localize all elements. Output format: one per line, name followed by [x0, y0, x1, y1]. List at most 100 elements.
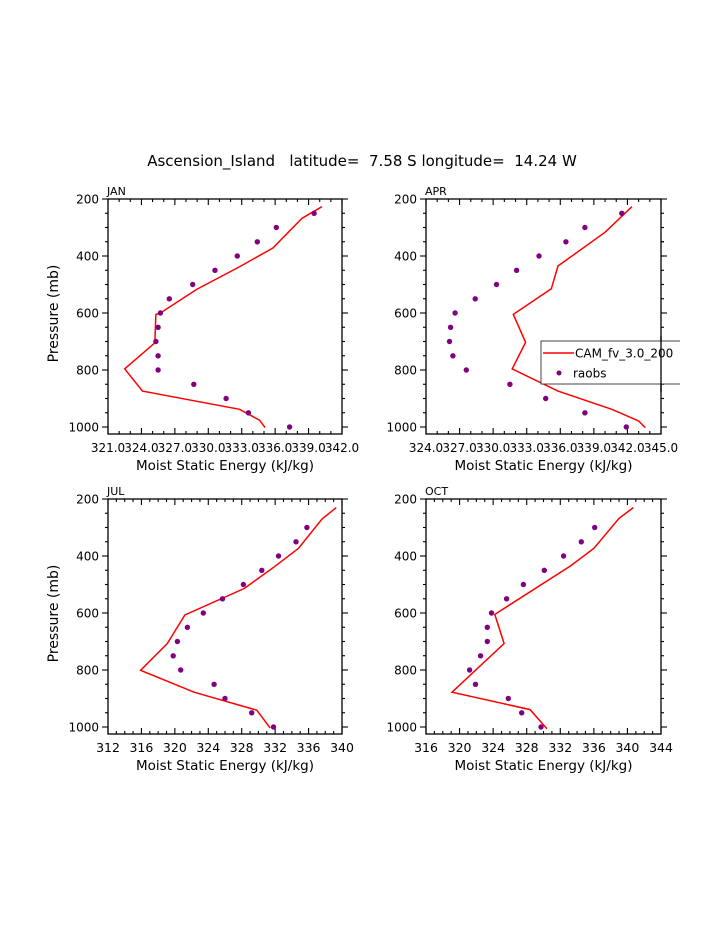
raobs-point [472, 296, 478, 302]
x-tick-label: 339.0 [577, 441, 611, 455]
raobs-point [582, 224, 588, 231]
panel-label: OCT [425, 485, 448, 498]
raobs-point [513, 267, 520, 273]
x-tick-label: 345.0 [644, 441, 678, 455]
y-tick-label: 600 [76, 607, 99, 621]
y-axis-label: Pressure (mb) [46, 265, 62, 363]
legend-box [540, 340, 680, 385]
raobs-point [157, 310, 164, 316]
x-tick-label: 316 [129, 740, 153, 755]
raobs-point [240, 581, 247, 588]
raobs-point [582, 410, 588, 416]
raobs-point [477, 653, 484, 659]
plot-frame [425, 198, 662, 435]
y-tick-label: 200 [394, 493, 417, 507]
y-tick-label: 600 [394, 607, 417, 621]
panel-label: JAN [106, 185, 126, 198]
x-tick-label: 324.0 [124, 441, 158, 455]
raobs-point [155, 324, 161, 330]
y-tick-label: 600 [76, 307, 99, 321]
y-tick-label: 200 [394, 193, 417, 207]
legend-marker-swatch [556, 370, 562, 376]
y-tick-label: 1000 [68, 421, 99, 435]
raobs-point [222, 695, 228, 702]
legend-label-model: CAM_fv_3.0_200 [575, 347, 673, 361]
y-tick-label: 800 [76, 364, 99, 378]
x-tick-label: 340 [330, 740, 354, 755]
series-line-model [511, 206, 646, 429]
raobs-point [273, 224, 279, 231]
y-tick-label: 400 [394, 550, 417, 564]
raobs-point [166, 296, 172, 302]
raobs-point [536, 253, 542, 259]
raobs-point [234, 253, 240, 259]
plot-frame [425, 498, 662, 735]
panel-oct: OCT 200 400 600 800 1000 316 320 324 328 332 336 340… [386, 485, 673, 774]
raobs-point [153, 338, 159, 345]
figure-title: Ascension_Island latitude= 7.58 S longit… [147, 152, 577, 171]
raobs-point [560, 553, 567, 559]
plot-frame [107, 198, 343, 435]
raobs-point [170, 653, 176, 659]
series-line-model [450, 507, 634, 730]
raobs-point [466, 667, 473, 673]
x-tick-label: 336 [297, 740, 321, 755]
raobs-point [578, 539, 584, 545]
y-tick-label: 400 [76, 550, 99, 564]
raobs-point [293, 539, 299, 545]
y-tick-label: 800 [394, 364, 417, 378]
raobs-point [249, 710, 255, 716]
y-tick-label: 600 [394, 307, 417, 321]
raobs-point [190, 281, 196, 288]
raobs-point [619, 210, 625, 216]
raobs-point [447, 324, 454, 330]
raobs-point [472, 681, 479, 687]
y-tick-label: 800 [76, 664, 99, 678]
raobs-point [178, 667, 184, 673]
raobs-point [520, 581, 527, 588]
raobs-point [245, 410, 252, 416]
y-axis-label: Pressure (mb) [46, 565, 62, 663]
y-tick-label: 400 [394, 250, 417, 264]
x-tick-label: 312 [96, 740, 120, 755]
panel-label: JUL [106, 485, 125, 498]
x-tick-label: 336 [582, 740, 606, 755]
raobs-point [488, 610, 495, 616]
raobs-point [505, 695, 511, 702]
y-tick-label: 200 [76, 493, 99, 507]
raobs-point [155, 367, 161, 373]
x-axis-label: Moist Static Energy (kJ/kg) [455, 458, 633, 474]
panel-jul: JUL 200 400 600 800 1000 312 316 320 324 328 332 336… [46, 485, 354, 774]
raobs-point [493, 281, 500, 288]
x-tick-label: 342.0 [610, 441, 644, 455]
raobs-point [219, 596, 226, 602]
raobs-point [212, 267, 218, 273]
x-tick-label: 342.0 [325, 441, 359, 455]
raobs-point [311, 210, 317, 216]
raobs-point [507, 381, 513, 387]
raobs-point [254, 239, 260, 245]
raobs-point [538, 724, 544, 730]
raobs-point [211, 681, 217, 687]
raobs-point [184, 624, 191, 630]
raobs-point [270, 724, 277, 730]
panel-label: APR [425, 185, 447, 198]
x-axis-label: Moist Static Energy (kJ/kg) [136, 758, 314, 774]
raobs-point [541, 567, 547, 573]
x-tick-label: 330.0 [476, 441, 510, 455]
raobs-point [484, 638, 490, 645]
raobs-point [543, 395, 549, 402]
raobs-point [223, 395, 229, 402]
x-tick-label: 333.0 [510, 441, 544, 455]
x-tick-label: 320 [448, 740, 472, 755]
x-axis-label: Moist Static Energy (kJ/kg) [136, 458, 314, 474]
raobs-point [174, 638, 181, 645]
y-tick-label: 1000 [386, 421, 417, 435]
x-tick-label: 324 [481, 740, 505, 755]
x-tick-label: 328 [230, 740, 254, 755]
x-axis-label: Moist Static Energy (kJ/kg) [455, 758, 633, 774]
